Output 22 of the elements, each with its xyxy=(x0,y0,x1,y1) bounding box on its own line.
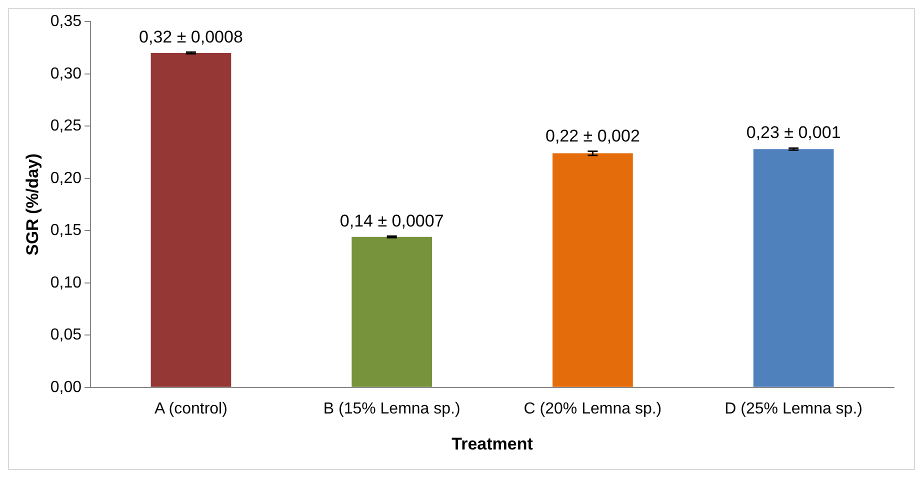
data-label: 0,32 ± 0,0008 xyxy=(139,27,243,46)
y-tick-label: 0,15 xyxy=(50,222,82,240)
data-label: 0,14 ± 0,0007 xyxy=(340,211,444,230)
y-tick-label: 0,25 xyxy=(50,118,82,135)
x-tick-label: D (25% Lemna sp.) xyxy=(724,400,862,418)
y-tick-label: 0,05 xyxy=(50,326,82,344)
x-tick-label: C (20% Lemna sp.) xyxy=(524,400,662,418)
bar xyxy=(352,236,432,387)
y-axis-title: SGR (%/day) xyxy=(22,153,42,256)
x-tick-label: B (15% Lemna sp.) xyxy=(323,400,460,418)
x-tick-label: A (control) xyxy=(154,400,228,418)
bar xyxy=(753,149,834,387)
data-label: 0,22 ± 0,002 xyxy=(546,126,640,146)
y-tick-label: 0,20 xyxy=(50,170,82,187)
data-label: 0,23 ± 0,001 xyxy=(746,123,841,142)
y-tick-label: 0,35 xyxy=(50,13,82,30)
y-tick-label: 0,30 xyxy=(50,65,82,82)
bar xyxy=(150,52,232,387)
bar xyxy=(552,153,633,387)
x-axis-title: Treatment xyxy=(452,434,534,454)
y-tick-label: 0,10 xyxy=(50,274,82,292)
y-tick-label: 0,00 xyxy=(50,378,82,396)
